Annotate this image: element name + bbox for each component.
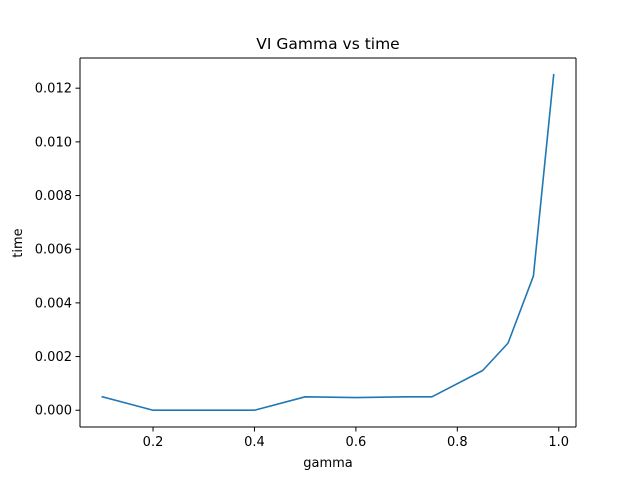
x-tick-label: 0.4 — [244, 435, 265, 450]
x-tick-label: 0.2 — [143, 435, 164, 450]
y-tick-label: 0.000 — [35, 404, 72, 419]
x-tick-label: 0.8 — [447, 435, 468, 450]
series-line — [101, 73, 555, 412]
x-axis-label: gamma — [303, 456, 353, 471]
ticks-layer: 0.2 0.4 0.6 0.8 1.0 0.000 0.002 0.004 0.006 0.008… — [35, 82, 569, 450]
y-axis-label: time — [11, 228, 26, 257]
axes-frame — [79, 57, 577, 428]
series-layer — [101, 73, 555, 412]
y-tick-label: 0.012 — [35, 82, 72, 97]
x-tick-label: 1.0 — [548, 435, 569, 450]
y-tick-label: 0.004 — [35, 296, 72, 311]
chart-title: VI Gamma vs time — [256, 35, 399, 53]
x-tick-label: 0.6 — [346, 435, 367, 450]
y-tick-label: 0.006 — [35, 243, 72, 258]
y-tick-label: 0.008 — [35, 189, 72, 204]
plot-area — [80, 58, 576, 427]
y-tick-label: 0.010 — [35, 135, 72, 150]
y-tick-label: 0.002 — [35, 350, 72, 365]
